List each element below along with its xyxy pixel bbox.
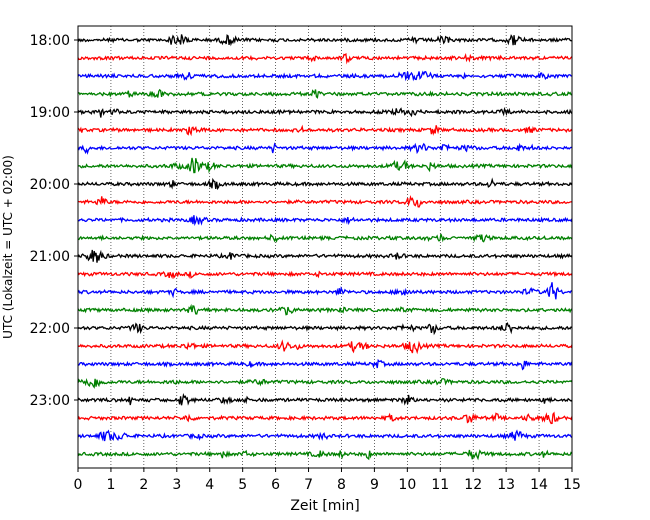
y-tick-label: 23:00 [30,393,70,409]
seismogram-trace [77,177,573,191]
seismogram-trace [77,142,573,155]
seismogram-trace [77,270,573,280]
seismogram-trace [77,322,573,336]
x-tick-label: 2 [139,477,148,493]
traces [77,34,573,461]
x-tick-label: 0 [74,477,83,493]
seismogram-trace [77,429,573,442]
seismogram-trace [77,215,573,227]
y-tick-label: 20:00 [30,177,70,193]
y-axis-label: UTC (Lokalzeit = UTC + 02:00) [1,155,15,339]
x-tick-label: 5 [238,477,247,493]
plot-frame [77,25,573,469]
seismogram-trace [77,195,573,208]
x-tick-label: 8 [337,477,346,493]
seismogram-trace [77,339,573,355]
x-axis-label: Zeit [min] [290,498,359,514]
x-tick-label: 1 [106,477,115,493]
x-tick-label: 13 [497,477,515,493]
x-tick-label: 6 [271,477,280,493]
seismogram-trace [77,157,573,174]
seismogram-trace [77,303,573,316]
seismogram-trace [77,377,573,389]
seismogram-trace [77,449,573,461]
y-tick-label: 18:00 [30,33,70,49]
seismogram-trace [77,249,573,263]
seismogram-trace [77,124,573,137]
x-tick-label: 3 [172,477,181,493]
seismogram-trace [77,88,573,99]
x-tick-label: 7 [304,477,313,493]
seismogram-trace [77,282,573,300]
x-tick-label: 10 [398,477,416,493]
seismogram-trace [77,233,573,243]
x-axis: 0 1 2 3 4 5 6 7 8 9 10 11 12 13 14 15 [74,468,581,493]
y-axis: 18:00 19:00 20:00 21:00 22:00 23:00 [30,33,78,409]
x-tick-label: 9 [370,477,379,493]
x-tick-label: 14 [530,477,548,493]
seismogram-trace [77,52,573,65]
x-tick-label: 4 [205,477,214,493]
x-tick-label: 12 [464,477,482,493]
seismogram-trace [77,358,573,371]
x-tick-label: 15 [563,477,581,493]
seismogram-trace [77,411,573,425]
y-tick-label: 21:00 [30,249,70,265]
seismogram-trace [77,70,573,82]
y-tick-label: 22:00 [30,321,70,337]
x-tick-label: 11 [431,477,449,493]
seismogram-trace [77,34,573,47]
seismogram-trace [77,393,573,406]
seismogram-trace [77,106,573,118]
y-tick-label: 19:00 [30,105,70,121]
